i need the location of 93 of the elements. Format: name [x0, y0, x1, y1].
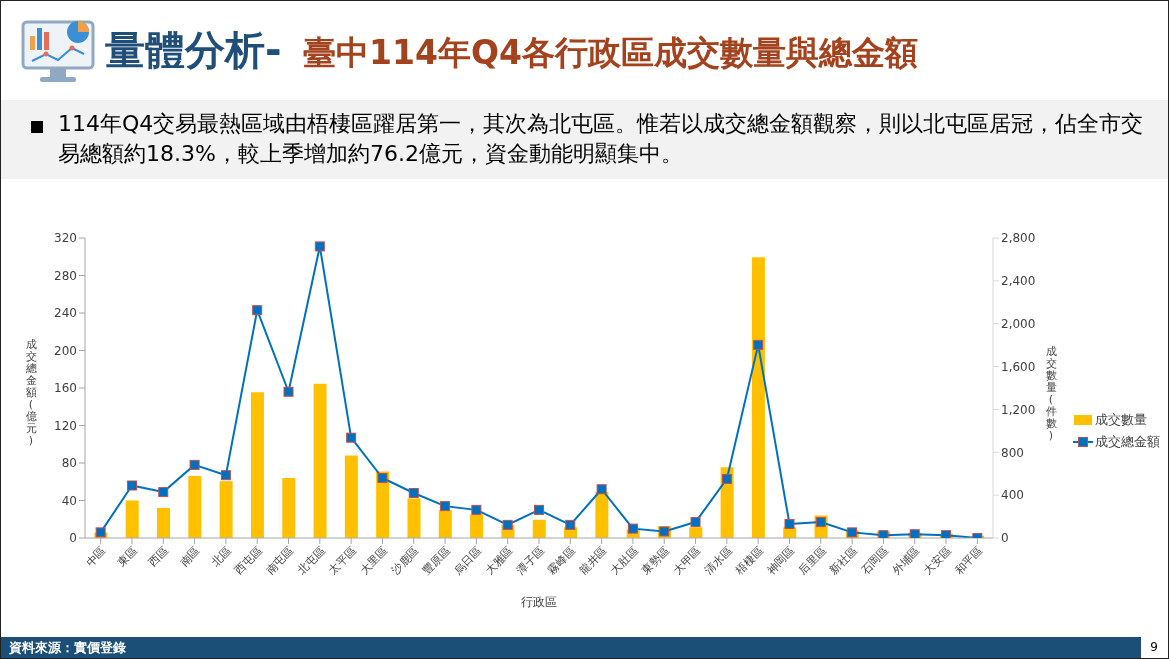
y2-tick-label: 1,200	[1001, 402, 1036, 417]
y2-tick-label: 0	[1001, 531, 1009, 546]
legend-label: 成交總金額	[1095, 433, 1160, 451]
text: 9	[1149, 639, 1159, 656]
point	[283, 386, 294, 397]
text: 成交總金額(億元)	[25, 338, 37, 447]
bar	[313, 383, 327, 538]
point	[440, 501, 451, 512]
x-tick-label: 清水區	[701, 544, 735, 577]
x-tick-label: 東區	[114, 544, 140, 570]
bar	[751, 257, 765, 538]
point	[314, 241, 325, 252]
point	[408, 488, 419, 498]
y-tick-label: 40	[61, 493, 77, 508]
x-tick-label: 大安區	[921, 544, 954, 577]
point	[220, 470, 231, 481]
bar	[438, 510, 452, 538]
point	[189, 459, 200, 470]
x-tick-label: 西屯區	[232, 544, 265, 577]
y-tick-label: 240	[54, 306, 77, 321]
bar	[344, 455, 358, 538]
x-tick-label: 大肚區	[608, 544, 641, 577]
x-tick-label: 后里區	[795, 544, 829, 577]
y2-tick-label: 1,600	[1001, 359, 1036, 374]
x-tick-label: 太平區	[326, 544, 359, 577]
point	[753, 339, 764, 350]
x-tick-label: 烏日區	[450, 544, 485, 578]
bar	[532, 519, 546, 538]
y-tick-label: 0	[69, 531, 77, 546]
x-tick-label: 北屯區	[294, 544, 328, 577]
x-tick-label: 神岡區	[764, 544, 798, 577]
bar	[470, 514, 484, 538]
y-tick-label: 320	[54, 231, 77, 246]
x-tick-label: 和平區	[952, 544, 985, 577]
y2-axis-title: 成交數量(件數)	[1045, 345, 1057, 442]
y2-tick-label: 2,800	[1001, 231, 1036, 246]
bar	[125, 500, 139, 538]
x-tick-label: 南屯區	[263, 544, 297, 577]
chart-subtitle: 114年Q4交易最熱區域由梧棲區躍居第一，其次為北屯區。惟若以成交總金額觀察，則以北屯區居冠，佔全市交易總額約18.3%，較上季增加約76.2億元，資金動能明顯集中。	[58, 110, 1145, 168]
x-tick-label: 大甲區	[670, 544, 704, 577]
point	[627, 523, 638, 534]
bar	[689, 527, 703, 538]
point	[471, 504, 482, 515]
point	[377, 473, 388, 483]
point	[346, 432, 357, 443]
x-tick-label: 東勢區	[639, 544, 672, 577]
bar	[595, 491, 609, 538]
chart-title: 臺中114年Q4各行政區成交數量與總金額	[303, 32, 918, 74]
y2-tick-label: 2,000	[1001, 316, 1036, 331]
point	[502, 519, 513, 530]
y2-tick-label: 2,400	[1001, 274, 1036, 289]
x-tick-label: 梧棲區	[732, 544, 766, 578]
y-tick-label: 200	[54, 343, 77, 358]
point	[95, 527, 106, 538]
x-tick-label: 新社區	[827, 544, 860, 577]
x-tick-label: 沙鹿區	[388, 544, 422, 577]
point	[534, 504, 544, 515]
x-tick-label: 潭子區	[514, 544, 547, 577]
bar	[282, 478, 296, 538]
point	[596, 484, 607, 495]
point	[126, 480, 137, 491]
point	[690, 517, 701, 528]
point	[158, 487, 169, 498]
bar	[219, 481, 233, 538]
x-tick-label: 石岡區	[858, 544, 892, 577]
x-tick-label: 北區	[208, 544, 234, 570]
bar	[407, 498, 421, 538]
legend-label: 成交數量	[1095, 411, 1147, 429]
y2-tick-label: 400	[1001, 488, 1024, 503]
x-tick-label: 大雅區	[482, 544, 516, 577]
y-tick-label: 120	[54, 418, 77, 433]
y-tick-label: 80	[61, 456, 77, 471]
x-tick-label: 大里區	[357, 544, 391, 577]
x-tick-label: 豐原區	[420, 544, 453, 577]
text: 量體分析-	[105, 26, 282, 75]
x-tick-label: 龍井區	[576, 544, 610, 577]
source-note: 資料來源：實價登錄	[9, 639, 126, 656]
point	[252, 305, 263, 316]
bar	[157, 508, 171, 538]
y-tick-label: 280	[54, 268, 77, 283]
x-tick-label: 中區	[83, 544, 109, 570]
x-axis-title: 行政區	[521, 595, 557, 609]
point	[784, 518, 795, 529]
y2-tick-label: 800	[1001, 445, 1024, 460]
point	[565, 519, 576, 530]
bar	[250, 392, 264, 538]
x-tick-label: 西區	[146, 544, 171, 570]
bar	[188, 475, 202, 538]
x-tick-label: 霧峰區	[545, 544, 578, 577]
point	[721, 473, 732, 484]
y-tick-label: 160	[54, 381, 77, 396]
x-tick-label: 南區	[177, 544, 203, 570]
x-tick-label: 外埔區	[889, 544, 923, 577]
